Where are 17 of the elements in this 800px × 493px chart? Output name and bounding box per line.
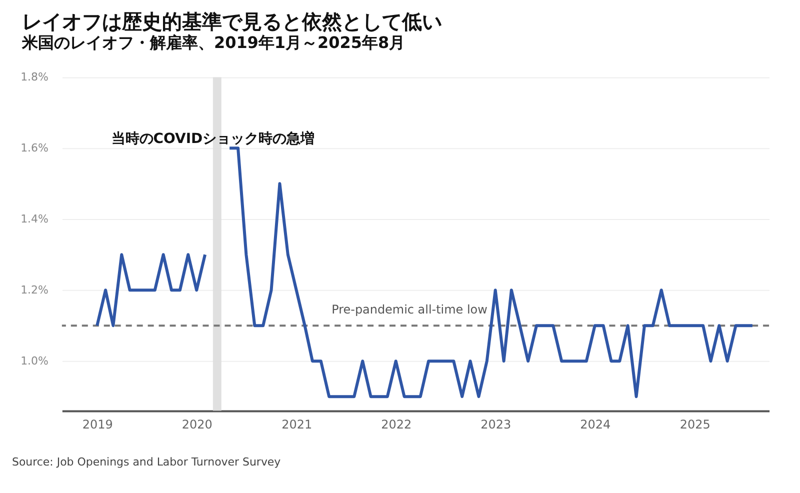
x-tick-label: 2022	[381, 417, 412, 432]
chart-subtitle: 米国のレイオフ・解雇率、2019年1月～2025年8月	[20, 33, 406, 52]
ref-line-label: Pre-pandemic all-time low	[332, 302, 488, 317]
y-tick-label: 1.8%	[20, 70, 48, 84]
y-tick-label: 1.0%	[20, 354, 48, 368]
y-tick-label: 1.6%	[20, 142, 48, 155]
x-tick-label: 2019	[82, 417, 113, 432]
band-label: 当時のCOVIDショック時の急増	[111, 130, 315, 148]
y-tick-label: 1.4%	[20, 212, 48, 226]
x-tick-label: 2021	[282, 417, 312, 432]
x-tick-label: 2023	[480, 417, 512, 432]
chart-title: レイオフは歴史的基準で見ると依然として低い	[22, 9, 442, 34]
x-tick-label: 2020	[182, 417, 212, 432]
source-note: Source: Job Openings and Labor Turnover Survey	[12, 456, 282, 469]
x-tick-label: 2025	[680, 417, 710, 432]
x-tick-label: 2024	[580, 417, 611, 432]
y-tick-label: 1.2%	[20, 284, 48, 297]
